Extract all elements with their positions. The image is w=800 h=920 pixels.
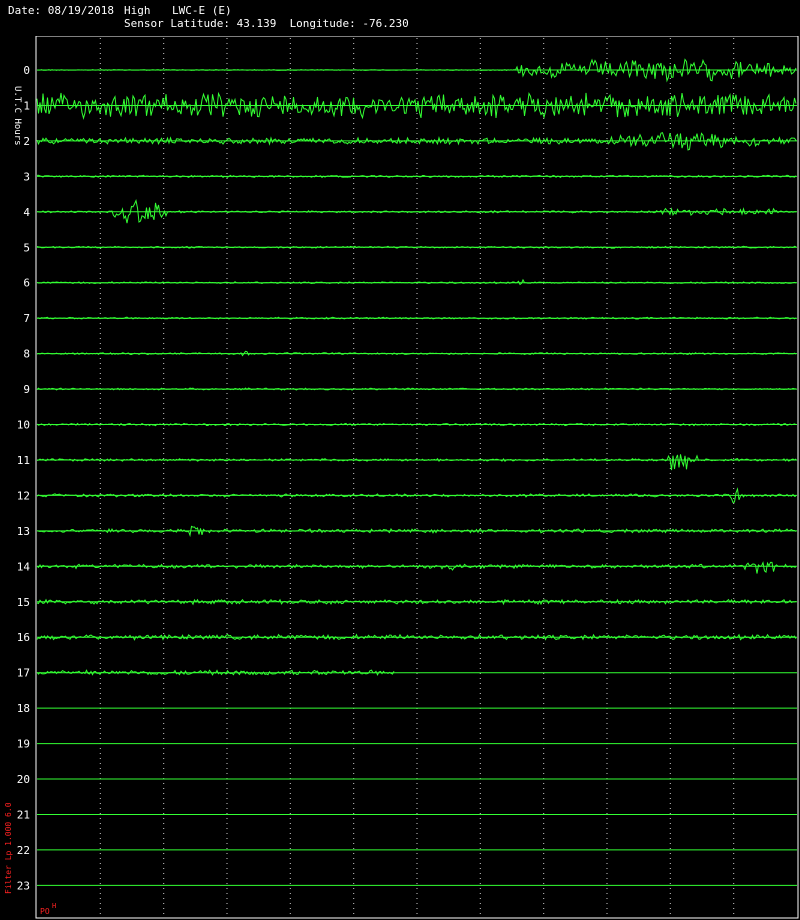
- hour-tick-label: 2: [23, 135, 30, 148]
- hour-tick-label: 5: [23, 241, 30, 254]
- hour-tick-label: 6: [23, 277, 30, 290]
- hour-tick-label: 0: [23, 64, 30, 77]
- hour-tick-label: 15: [17, 596, 30, 609]
- seismic-trace: [36, 525, 797, 538]
- hour-tick-label: 20: [17, 773, 30, 786]
- band-label: High: [124, 4, 151, 17]
- seismic-trace: [36, 174, 797, 179]
- seismic-trace: [36, 132, 797, 151]
- hour-tick-label: 14: [17, 560, 31, 573]
- hour-tick-label: 16: [17, 631, 30, 644]
- seismic-trace: [36, 598, 797, 606]
- seismic-trace: [36, 487, 797, 504]
- hour-tick-label: 10: [17, 419, 30, 432]
- hour-tick-label: 3: [23, 170, 30, 183]
- hour-tick-label: 23: [17, 879, 30, 892]
- hour-tick-label: 7: [23, 312, 30, 325]
- hour-tick-label: 9: [23, 383, 30, 396]
- station-label: LWC-E (E): [172, 4, 232, 17]
- y-axis-label: U.T.C Hours: [12, 86, 22, 146]
- seismic-trace: [36, 278, 797, 286]
- seismic-trace: [37, 58, 797, 83]
- filter-label: Filter Lp 1.000 6.0: [4, 802, 13, 894]
- seismic-trace: [36, 245, 797, 249]
- sensor-location: Sensor Latitude: 43.139 Longitude: -76.2…: [124, 17, 409, 30]
- seismic-trace: [36, 454, 797, 471]
- seismic-trace: [36, 198, 796, 224]
- seismic-trace: [36, 561, 796, 574]
- hour-tick-label: 18: [17, 702, 30, 715]
- seismic-trace: [36, 669, 395, 676]
- hour-tick-label: 19: [17, 738, 30, 751]
- seismic-trace: [36, 316, 797, 320]
- seismic-trace: [36, 633, 797, 641]
- hour-tick-label: 8: [23, 348, 30, 361]
- plot-frame: [35, 36, 799, 919]
- hour-tick-label: 11: [17, 454, 30, 467]
- hour-tick-label: 1: [23, 100, 30, 113]
- hour-tick-label: 13: [17, 525, 30, 538]
- hour-tick-label: 4: [23, 206, 30, 219]
- seismic-trace: [36, 387, 797, 391]
- seismic-trace: [36, 350, 797, 357]
- hour-tick-label: 12: [17, 489, 30, 502]
- plot-background: [0, 36, 800, 920]
- seismic-trace: [36, 422, 797, 427]
- chart-header: Date: 08/19/2018 High LWC-E (E) Sensor L…: [0, 0, 800, 36]
- seismic-trace: [36, 91, 797, 120]
- date-label: Date: 08/19/2018: [8, 4, 114, 17]
- hour-tick-label: 21: [17, 809, 30, 822]
- hour-tick-label: 17: [17, 667, 30, 680]
- hour-tick-label: 22: [17, 844, 30, 857]
- badge-main: PO: [40, 907, 50, 916]
- badge-sup: H: [52, 902, 56, 910]
- trace-layer: [36, 58, 797, 676]
